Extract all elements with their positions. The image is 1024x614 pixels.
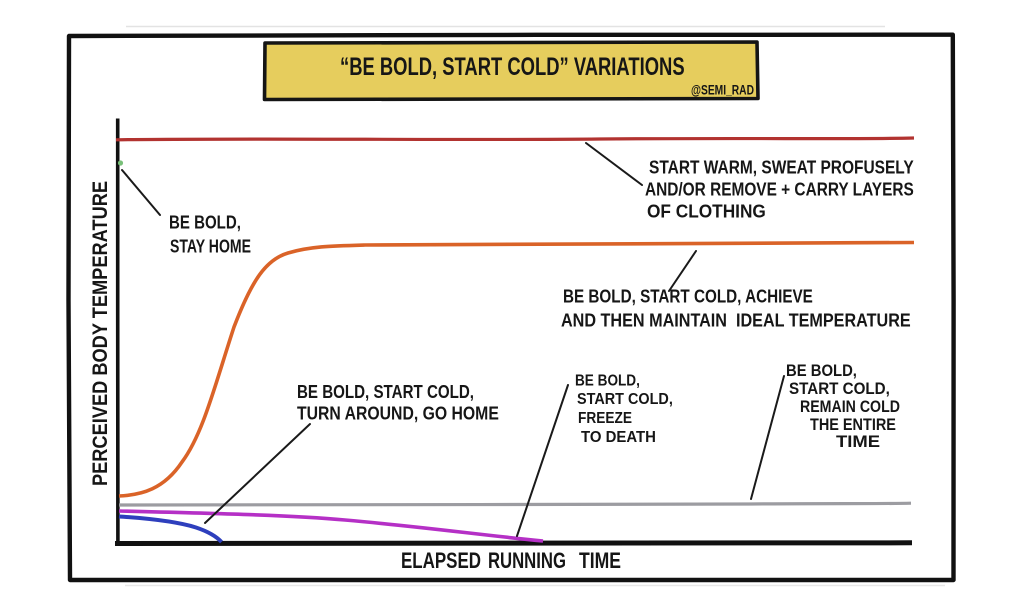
svg-text:BE BOLD,: BE BOLD, [169,212,241,233]
svg-text:AND THEN MAINTAIN IDEAL TEMPE: AND THEN MAINTAIN IDEAL TEMPERATURE [561,310,911,331]
svg-text:TIME: TIME [579,549,621,573]
svg-text:TO DEATH: TO DEATH [581,428,656,446]
svg-text:START COLD,: START COLD, [789,380,890,398]
svg-text:FREEZE: FREEZE [578,410,632,427]
svg-text:BE BOLD,: BE BOLD, [786,362,857,380]
svg-text:STAY HOME: STAY HOME [170,237,251,257]
svg-text:@SEMI_RAD: @SEMI_RAD [691,82,754,98]
svg-text:AND/OR REMOVE + CARRY LAYERS: AND/OR REMOVE + CARRY LAYERS [645,179,914,200]
svg-text:REMAIN COLD: REMAIN COLD [800,398,900,416]
svg-text:START COLD,: START COLD, [577,390,673,408]
svg-text:TURN AROUND, GO HOME: TURN AROUND, GO HOME [297,402,499,424]
svg-text:“BE BOLD, START COLD” VARIATIO: “BE BOLD, START COLD” VARIATIONS [340,52,685,80]
svg-text:TIME: TIME [836,432,880,451]
svg-text:START WARM, SWEAT PROFUSELY: START WARM, SWEAT PROFUSELY [649,157,914,178]
svg-text:RUNNING: RUNNING [488,549,566,574]
svg-text:ELAPSED: ELAPSED [401,549,481,574]
svg-text:BE BOLD, START COLD,: BE BOLD, START COLD, [297,382,474,403]
svg-text:BE BOLD,: BE BOLD, [575,372,640,389]
svg-text:BE BOLD, START COLD, ACHIEVE: BE BOLD, START COLD, ACHIEVE [563,286,813,307]
svg-text:OF CLOTHING: OF CLOTHING [647,201,766,222]
svg-text:THE ENTIRE: THE ENTIRE [810,416,896,434]
svg-text:PERCEIVED BODY TEMPERATURE: PERCEIVED BODY TEMPERATURE [89,181,112,486]
